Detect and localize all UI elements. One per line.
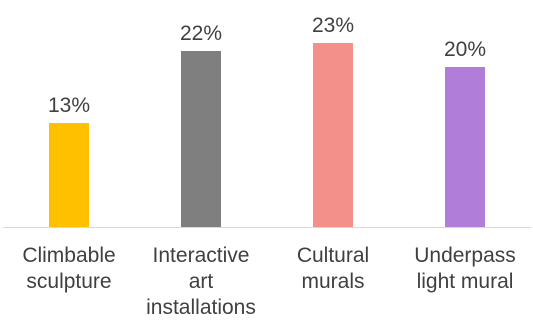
category-label-1-line-2: sculpture [26, 270, 111, 293]
category-label-2-line-1: Interactive [153, 244, 250, 267]
value-labels-group: 13% 22% 23% 20% [48, 14, 486, 117]
category-label-1-line-1: Climbable [22, 244, 115, 267]
data-label-2: 22% [180, 22, 222, 45]
bar-2 [181, 51, 221, 227]
category-label-4-line-2: light mural [417, 270, 514, 293]
category-label-3-line-1: Cultural [297, 244, 369, 267]
category-label-3: Cultural murals [297, 244, 369, 293]
data-label-4: 20% [444, 38, 486, 61]
bar-4 [445, 67, 485, 227]
bar-1 [49, 123, 89, 227]
data-label-3: 23% [312, 14, 354, 37]
category-label-2: Interactive art installations [146, 244, 256, 319]
category-label-1: Climbable sculpture [22, 244, 115, 293]
data-label-1: 13% [48, 94, 90, 117]
category-label-3-line-2: murals [301, 270, 364, 293]
bar-3 [313, 43, 353, 227]
category-label-4: Underpass light mural [414, 244, 516, 293]
category-labels-group: Climbable sculpture Interactive art installa… [22, 244, 515, 319]
category-label-2-line-2: art [189, 270, 214, 293]
category-label-4-line-1: Underpass [414, 244, 516, 267]
category-label-2-line-3: installations [146, 296, 256, 319]
bars-group [49, 43, 485, 227]
